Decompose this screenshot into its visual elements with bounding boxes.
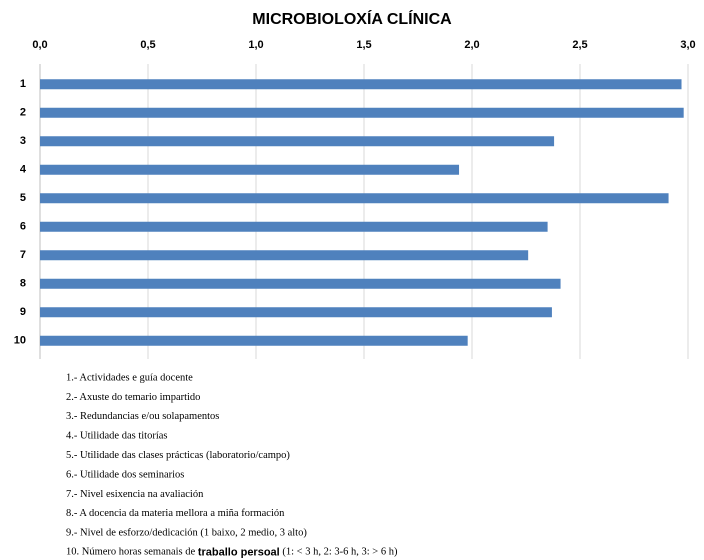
note-bold: traballo persoal: [198, 547, 280, 559]
y-tick-label: 9: [20, 306, 26, 318]
x-tick-label: 0,5: [140, 39, 155, 51]
bar: [40, 335, 468, 346]
note-text: 10. Número horas semanais de: [66, 547, 198, 558]
bar: [40, 79, 682, 90]
note: 1.- Actividades e guía docente: [66, 372, 193, 383]
x-tick-label: 0,0: [32, 39, 47, 51]
bar: [40, 107, 684, 118]
y-tick-label: 8: [20, 278, 26, 290]
x-tick-label: 1,5: [356, 39, 371, 51]
bar: [40, 136, 555, 147]
bar: [40, 164, 460, 175]
x-tick-label: 2,5: [572, 39, 587, 51]
note: 10. Número horas semanais de traballo pe…: [66, 547, 398, 559]
note: 6.- Utilidade dos seminarios: [66, 469, 184, 480]
y-tick-label: 2: [20, 107, 26, 119]
chart-title: MICROBIOLOXÍA CLÍNICA: [252, 9, 452, 28]
x-tick-label: 1,0: [248, 39, 263, 51]
y-tick-label: 3: [20, 135, 26, 147]
note: 5.- Utilidade das clases prácticas (labo…: [66, 450, 290, 461]
bar: [40, 250, 529, 261]
bar: [40, 307, 552, 318]
y-tick-label: 10: [14, 335, 26, 347]
bar: [40, 221, 548, 232]
note-text: (1: < 3 h, 2: 3-6 h, 3: > 6 h): [280, 547, 398, 558]
y-tick-label: 4: [20, 164, 27, 176]
note: 2.- Axuste do temario impartido: [66, 392, 200, 403]
x-tick-label: 3,0: [680, 39, 695, 51]
note: 3.- Redundancias e/ou solapamentos: [66, 411, 219, 422]
note: 9.- Nivel de esforzo/dedicación (1 baixo…: [66, 528, 307, 539]
note: 4.- Utilidade das titorías: [66, 431, 167, 442]
y-tick-label: 7: [20, 249, 26, 261]
y-tick-label: 5: [20, 192, 26, 204]
note: 8.- A docencia da materia mellora a miña…: [66, 508, 285, 519]
y-tick-label: 1: [20, 78, 26, 90]
note: 7.- Nivel esixencia na avaliación: [66, 489, 204, 500]
y-tick-label: 6: [20, 221, 26, 233]
bar: [40, 193, 669, 204]
bar: [40, 278, 561, 289]
x-tick-label: 2,0: [464, 39, 479, 51]
